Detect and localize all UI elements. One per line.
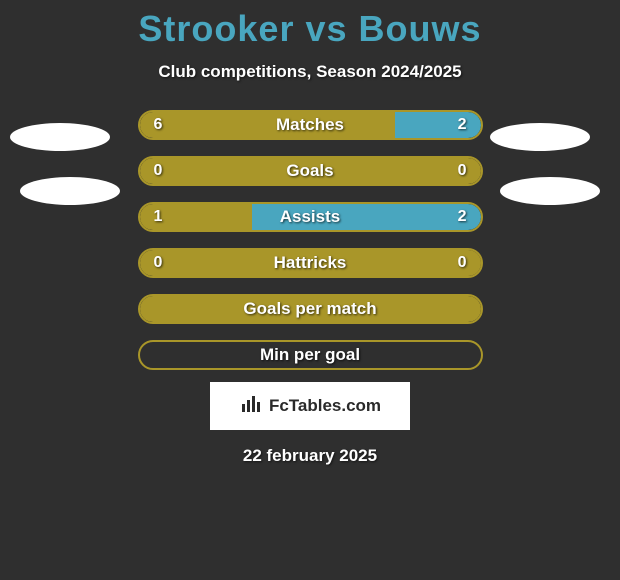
- value-left: 0: [154, 254, 163, 272]
- stat-label: Goals per match: [243, 299, 376, 319]
- stat-row: 1 2 Assists: [138, 202, 483, 232]
- stat-label: Assists: [280, 207, 340, 227]
- date-text: 22 february 2025: [0, 446, 620, 466]
- decorative-ellipse: [490, 123, 590, 151]
- subtitle: Club competitions, Season 2024/2025: [0, 62, 620, 82]
- value-right: 0: [458, 254, 467, 272]
- site-text: FcTables.com: [269, 396, 381, 416]
- stat-row: 0 0 Hattricks: [138, 248, 483, 278]
- value-left: 6: [154, 116, 163, 134]
- player-right-name: Bouws: [359, 8, 482, 49]
- chart-icon: [239, 392, 263, 421]
- stat-label: Matches: [276, 115, 344, 135]
- stat-row: 6 2 Matches: [138, 110, 483, 140]
- value-right: 2: [458, 116, 467, 134]
- fill-right: [395, 112, 480, 138]
- player-left-name: Strooker: [138, 8, 294, 49]
- value-left: 0: [154, 162, 163, 180]
- value-right: 2: [458, 208, 467, 226]
- stat-label: Goals: [286, 161, 333, 181]
- decorative-ellipse: [500, 177, 600, 205]
- stat-label: Min per goal: [260, 345, 360, 365]
- stat-row: 0 0 Goals: [138, 156, 483, 186]
- decorative-ellipse: [20, 177, 120, 205]
- value-right: 0: [458, 162, 467, 180]
- stat-row: Goals per match: [138, 294, 483, 324]
- stat-row: Min per goal: [138, 340, 483, 370]
- fill-left: [140, 112, 396, 138]
- value-left: 1: [154, 208, 163, 226]
- vs-text: vs: [305, 8, 347, 49]
- decorative-ellipse: [10, 123, 110, 151]
- comparison-title: Strooker vs Bouws: [0, 0, 620, 50]
- stat-label: Hattricks: [274, 253, 347, 273]
- site-badge[interactable]: FcTables.com: [210, 382, 410, 430]
